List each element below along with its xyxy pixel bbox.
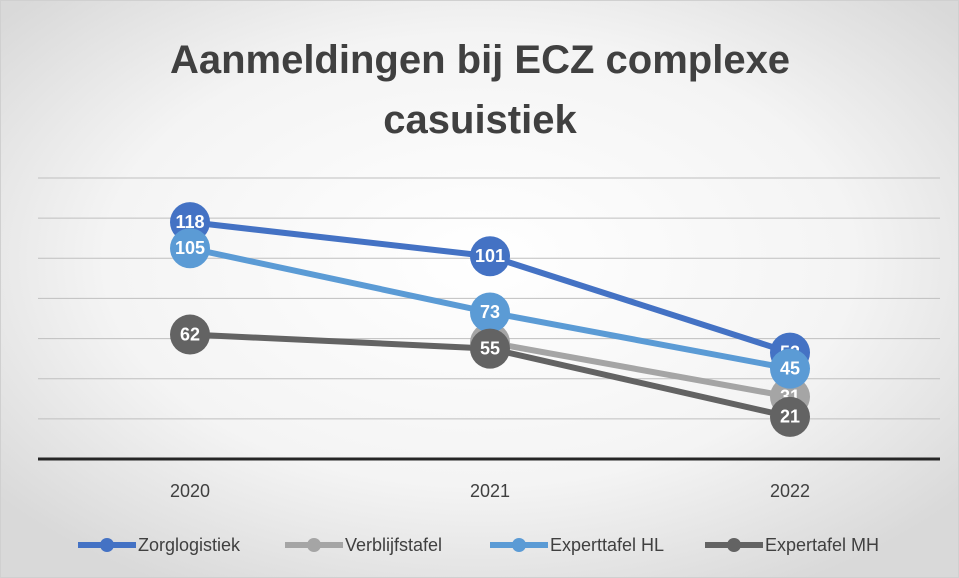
legend-label: Experttafel HL	[550, 535, 664, 555]
data-label: 21	[780, 407, 800, 427]
data-label: 45	[780, 358, 800, 378]
x-tick-label: 2021	[470, 481, 510, 501]
marker	[170, 314, 210, 355]
legend-label: Verblijfstafel	[345, 535, 442, 555]
marker	[170, 228, 210, 269]
chart-title: Aanmeldingen bij ECZ complexe casuistiek	[170, 38, 790, 142]
legend-marker	[307, 538, 321, 552]
data-label: 105	[175, 238, 205, 258]
data-label: 118	[175, 212, 204, 232]
data-label: 101	[475, 246, 505, 266]
legend-marker	[100, 538, 114, 552]
series-line	[489, 339, 791, 400]
marker	[470, 328, 510, 369]
legend-marker	[727, 538, 741, 552]
marker	[470, 292, 510, 333]
legend-label: Zorglogistiek	[138, 535, 241, 555]
x-tick-label: 2022	[770, 481, 810, 501]
data-label: 73	[480, 302, 500, 322]
marker	[470, 236, 510, 277]
legend-label: Expertafel MH	[765, 535, 879, 555]
data-label: 55	[480, 338, 500, 358]
legend-marker	[512, 538, 526, 552]
marker	[770, 396, 810, 437]
data-label: 62	[180, 324, 200, 344]
x-tick-label: 2020	[170, 481, 210, 501]
marker	[770, 348, 810, 389]
